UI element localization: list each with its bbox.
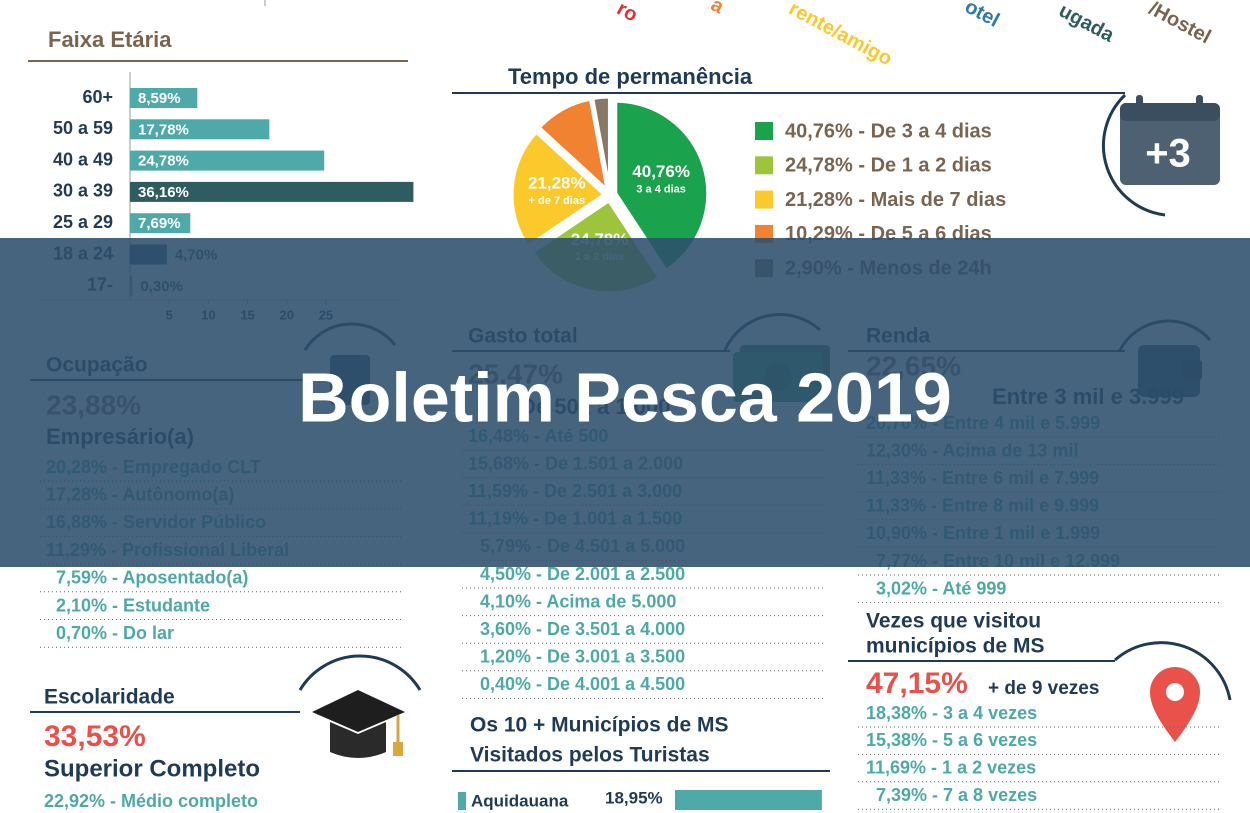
legend-label: 40,76% - De 3 a 4 dias (785, 120, 992, 142)
category-label: 60+ (82, 87, 113, 107)
slice-label: 40,76% (632, 162, 690, 181)
list-item: 7,59% - Aposentado(a) (56, 568, 248, 588)
legend-swatch (755, 122, 773, 140)
section-title: municípios de MS (866, 635, 1045, 658)
bar (130, 88, 198, 108)
list-item: 4,10% - Acima de 5.000 (480, 591, 676, 611)
value-label: 36,16% (138, 184, 189, 201)
list-item: 18,38% - 3 a 4 vezes (866, 703, 1037, 723)
calendar-icon: +3 (1101, 93, 1220, 217)
list-item: 2,10% - Estudante (56, 595, 210, 615)
bar (130, 181, 414, 202)
section-title: Visitados pelos Turistas (470, 744, 710, 767)
value-label: 18,95% (605, 788, 663, 807)
pie-slice (591, 95, 611, 190)
section-title: Escolaridade (44, 686, 175, 709)
list-item: 0,40% - De 4.001 a 4.500 (480, 674, 685, 694)
section-title: Tempo de permanência (508, 64, 753, 89)
legend-swatch (755, 156, 773, 175)
list-item: 15,38% - 5 a 6 vezes (866, 730, 1037, 750)
section-title: Vezes que visitou (866, 610, 1041, 633)
list-item: 4,50% - De 2.001 a 2.500 (480, 564, 685, 584)
legend-label: 24,78% - De 1 a 2 dias (785, 155, 992, 177)
bar (675, 790, 822, 810)
bar (130, 119, 270, 140)
legend-swatch (755, 190, 773, 209)
slice-caption: + de 7 dias (529, 195, 586, 207)
highlight-label: Superior Completo (44, 755, 260, 782)
legend-label: 21,28% - Mais de 7 dias (785, 189, 1006, 211)
category-label: 25 a 29 (53, 212, 113, 232)
highlight-value: 33,53% (44, 720, 146, 753)
banner-band (0, 238, 1250, 567)
graduation-icon (298, 654, 422, 758)
value-label: 17,78% (138, 121, 189, 138)
list-item: 11,69% - 1 a 2 vezes (866, 758, 1036, 778)
category-label: 50 a 59 (53, 118, 113, 138)
category-swatch (458, 792, 466, 810)
slice-label: 21,28% (528, 174, 586, 193)
category-label: 40 a 49 (53, 149, 113, 169)
section-title: Faixa Etária (48, 27, 172, 52)
section-title: Os 10 + Municípios de MS (470, 714, 728, 737)
calendar-text: +3 (1145, 132, 1191, 176)
list-item: 1,20% - De 3.001 a 3.500 (480, 647, 685, 667)
list-item: 3,60% - De 3.501 a 4.000 (480, 619, 685, 639)
value-label: 7,69% (138, 215, 181, 232)
highlight-value: 47,15% (866, 667, 968, 700)
banner-title: Boletim Pesca 2019 (298, 358, 952, 436)
value-label: 8,59% (138, 90, 181, 107)
highlight-label: + de 9 vezes (988, 678, 1099, 699)
list-item: 7,39% - 7 a 8 vezes (876, 785, 1037, 805)
pie-slice (510, 130, 607, 249)
pie-slice (537, 97, 610, 194)
list-item: 22,92% - Médio completo (44, 791, 258, 811)
pin-icon (1114, 641, 1232, 742)
bar (130, 213, 191, 234)
list-item: 3,02% - Até 999 (876, 578, 1006, 598)
slice-caption: 3 a 4 dias (636, 184, 686, 196)
category-label: Aquidauana (471, 791, 569, 810)
list-item: 0,70% - Do lar (56, 623, 174, 643)
category-label: 30 a 39 (53, 181, 113, 201)
value-label: 24,78% (138, 153, 189, 170)
bar (130, 150, 325, 171)
